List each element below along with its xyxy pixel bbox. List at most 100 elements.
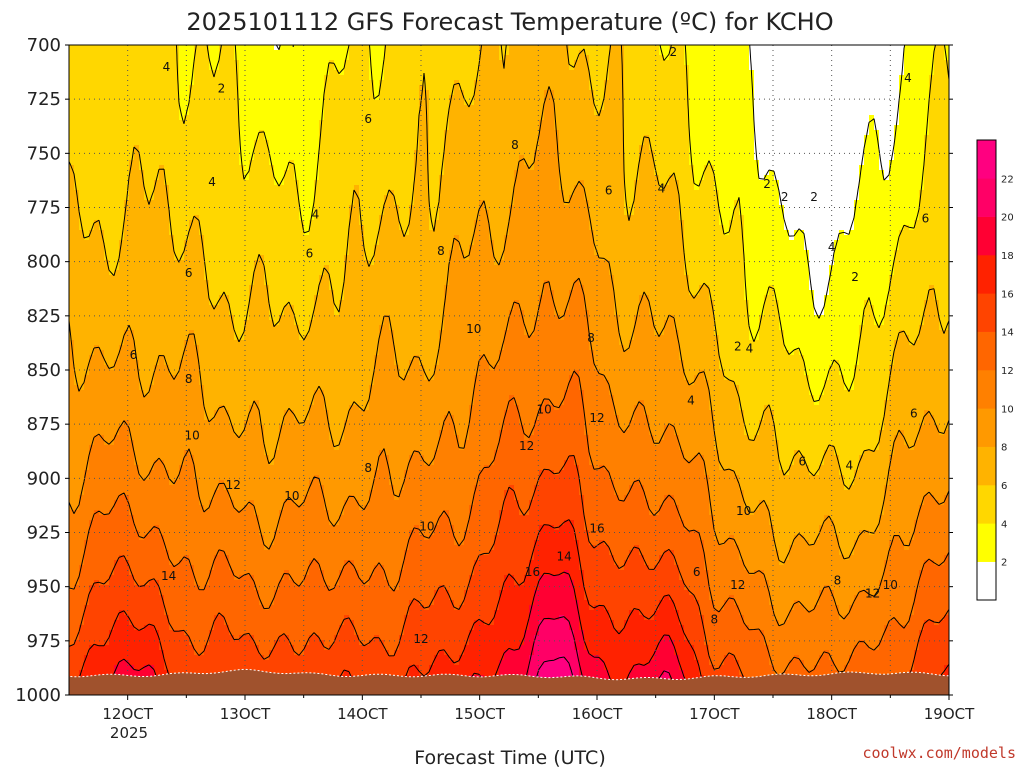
- temperature-cell: [169, 285, 174, 290]
- temperature-cell: [119, 260, 124, 265]
- temperature-cell: [204, 195, 209, 200]
- temperature-cell: [129, 255, 134, 260]
- temperature-cell: [144, 245, 149, 250]
- temperature-cell: [124, 385, 129, 390]
- temperature-cell: [164, 430, 169, 435]
- temperature-cell: [74, 425, 79, 430]
- temperature-cell: [144, 60, 149, 65]
- temperature-cell: [124, 355, 129, 360]
- temperature-cell: [99, 595, 104, 600]
- temperature-cell: [74, 545, 79, 550]
- temperature-cell: [94, 85, 99, 90]
- temperature-cell: [99, 140, 104, 145]
- temperature-cell: [224, 280, 229, 285]
- temperature-cell: [139, 590, 144, 595]
- temperature-cell: [69, 665, 74, 670]
- temperature-cell: [219, 475, 224, 480]
- temperature-cell: [194, 150, 199, 155]
- temperature-cell: [79, 175, 84, 180]
- temperature-cell: [69, 375, 74, 380]
- temperature-cell: [219, 455, 224, 460]
- temperature-cell: [139, 580, 144, 585]
- temperature-cell: [139, 55, 144, 60]
- temperature-cell: [194, 560, 199, 565]
- temperature-cell: [234, 175, 239, 180]
- temperature-cell: [104, 455, 109, 460]
- temperature-cell: [149, 225, 154, 230]
- temperature-cell: [109, 110, 114, 115]
- temperature-cell: [74, 100, 79, 105]
- temperature-cell: [139, 115, 144, 120]
- temperature-cell: [169, 150, 174, 155]
- temperature-cell: [214, 560, 219, 565]
- temperature-cell: [159, 625, 164, 630]
- temperature-cell: [209, 150, 214, 155]
- temperature-cell: [94, 455, 99, 460]
- temperature-cell: [204, 235, 209, 240]
- temperature-cell: [84, 440, 89, 445]
- temperature-cell: [179, 450, 184, 455]
- temperature-cell: [254, 345, 259, 350]
- temperature-cell: [114, 650, 119, 655]
- temperature-cell: [94, 590, 99, 595]
- temperature-cell: [209, 645, 214, 650]
- temperature-cell: [79, 410, 84, 415]
- temperature-cell: [159, 450, 164, 455]
- temperature-cell: [164, 435, 169, 440]
- temperature-cell: [119, 435, 124, 440]
- temperature-cell: [149, 505, 154, 510]
- temperature-cell: [154, 455, 159, 460]
- temperature-cell: [94, 285, 99, 290]
- temperature-cell: [209, 370, 214, 375]
- temperature-cell: [199, 45, 204, 50]
- temperature-cell: [99, 255, 104, 260]
- temperature-cell: [189, 295, 194, 300]
- temperature-cell: [154, 75, 159, 80]
- temperature-cell: [149, 430, 154, 435]
- temperature-cell: [169, 540, 174, 545]
- temperature-cell: [114, 305, 119, 310]
- temperature-cell: [179, 495, 184, 500]
- temperature-cell: [179, 405, 184, 410]
- temperature-cell: [194, 535, 199, 540]
- temperature-cell: [129, 270, 134, 275]
- temperature-cell: [254, 195, 259, 200]
- temperature-cell: [174, 70, 179, 75]
- temperature-cell: [104, 620, 109, 625]
- temperature-cell: [89, 610, 94, 615]
- temperature-cell: [74, 465, 79, 470]
- temperature-cell: [119, 120, 124, 125]
- temperature-cell: [99, 480, 104, 485]
- temperature-cell: [154, 565, 159, 570]
- temperature-cell: [229, 115, 234, 120]
- temperature-cell: [249, 625, 254, 630]
- temperature-cell: [209, 650, 214, 655]
- temperature-cell: [159, 380, 164, 385]
- temperature-cell: [254, 155, 259, 160]
- temperature-cell: [154, 520, 159, 525]
- temperature-cell: [234, 255, 239, 260]
- temperature-cell: [134, 120, 139, 125]
- temperature-cell: [79, 475, 84, 480]
- temperature-cell: [129, 585, 134, 590]
- temperature-cell: [159, 275, 164, 280]
- temperature-cell: [254, 455, 259, 460]
- temperature-cell: [254, 550, 259, 555]
- temperature-cell: [139, 490, 144, 495]
- temperature-cell: [174, 235, 179, 240]
- temperature-cell: [119, 480, 124, 485]
- temperature-cell: [239, 635, 244, 640]
- temperature-cell: [204, 305, 209, 310]
- temperature-cell: [134, 310, 139, 315]
- temperature-cell: [259, 85, 264, 90]
- temperature-cell: [164, 210, 169, 215]
- temperature-cell: [239, 445, 244, 450]
- temperature-cell: [259, 290, 264, 295]
- temperature-cell: [134, 50, 139, 55]
- temperature-cell: [174, 110, 179, 115]
- temperature-cell: [159, 345, 164, 350]
- temperature-cell: [119, 60, 124, 65]
- temperature-cell: [194, 610, 199, 615]
- temperature-cell: [109, 500, 114, 505]
- temperature-cell: [84, 280, 89, 285]
